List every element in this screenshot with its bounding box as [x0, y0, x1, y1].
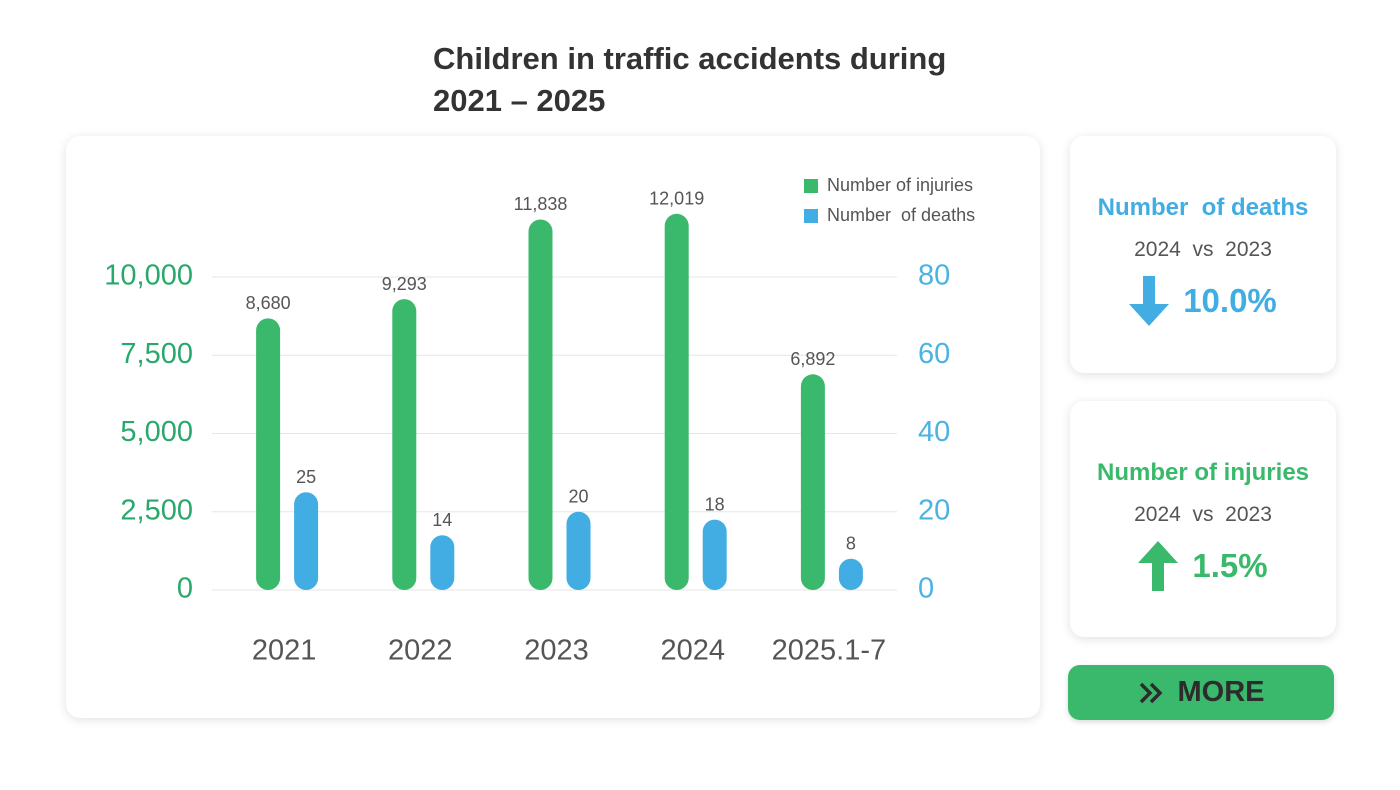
bar	[566, 511, 591, 590]
value-label: 11,838	[514, 194, 568, 214]
bar	[800, 374, 825, 590]
value-label: 25	[296, 467, 316, 487]
deaths-card: Number of deaths 2024 vs 2023 10.0%	[1070, 136, 1336, 373]
card-change: 10.0%	[1183, 282, 1277, 319]
y-tick-label: 2,500	[120, 494, 193, 526]
bar	[256, 318, 281, 590]
title-line: Children in traffic accidents during	[433, 41, 947, 76]
card-change: 1.5%	[1192, 547, 1268, 584]
legend-swatch	[804, 179, 818, 193]
x-tick-label: 2025.1-7	[772, 635, 887, 667]
value-label: 6,892	[790, 349, 835, 369]
bar	[528, 219, 553, 591]
card-comparison: 2024 vs 2023	[1134, 238, 1272, 261]
bar	[664, 213, 689, 590]
card-title: Number of injuries	[1096, 459, 1310, 486]
y-tick-label: 0	[177, 573, 193, 605]
chart-title: Children in traffic accidents during 202…	[433, 38, 946, 122]
y-tick-label: 5,000	[120, 416, 193, 448]
value-label: 18	[705, 494, 725, 514]
value-label: 8,680	[246, 293, 291, 313]
x-tick-label: 2023	[524, 635, 589, 667]
card-comparison: 2024 vs 2023	[1134, 503, 1272, 526]
y2-tick-label: 0	[918, 573, 934, 605]
value-label: 8	[846, 533, 856, 553]
button-label: MORE	[1177, 676, 1265, 708]
up-arrow	[1138, 541, 1179, 591]
x-tick-label: 2022	[388, 635, 453, 667]
y2-tick-label: 40	[918, 416, 950, 448]
value-label: 12,019	[649, 189, 704, 209]
bar	[430, 535, 455, 590]
bar	[392, 299, 417, 590]
x-tick-label: 2021	[252, 635, 317, 667]
title-line: 2021 – 2025	[433, 83, 606, 118]
more-button[interactable]: MORE	[1068, 665, 1334, 720]
legend-swatch	[804, 209, 818, 223]
chart-panel	[66, 136, 1040, 718]
value-label: 9,293	[382, 274, 427, 294]
y2-tick-label: 60	[918, 338, 950, 370]
value-label: 14	[432, 510, 452, 530]
injuries-card: Number of injuries 2024 vs 2023 1.5%	[1070, 401, 1336, 637]
down-arrow	[1129, 276, 1170, 326]
card-title: Number of deaths	[1097, 194, 1309, 221]
bar	[838, 558, 863, 590]
x-tick-label: 2024	[660, 635, 725, 667]
chevrons-icon	[1139, 682, 1162, 703]
y2-tick-label: 20	[918, 494, 950, 526]
bar	[294, 492, 319, 590]
card-row: 1.5%	[1070, 541, 1336, 591]
legend-label: Number of deaths	[827, 205, 975, 225]
bar	[702, 519, 727, 590]
legend-label: Number of injuries	[827, 175, 973, 195]
card-row: 10.0%	[1070, 276, 1336, 326]
y2-tick-label: 80	[918, 260, 950, 292]
y-tick-label: 7,500	[120, 338, 193, 370]
value-label: 20	[568, 487, 588, 507]
y-tick-label: 10,000	[104, 260, 193, 292]
